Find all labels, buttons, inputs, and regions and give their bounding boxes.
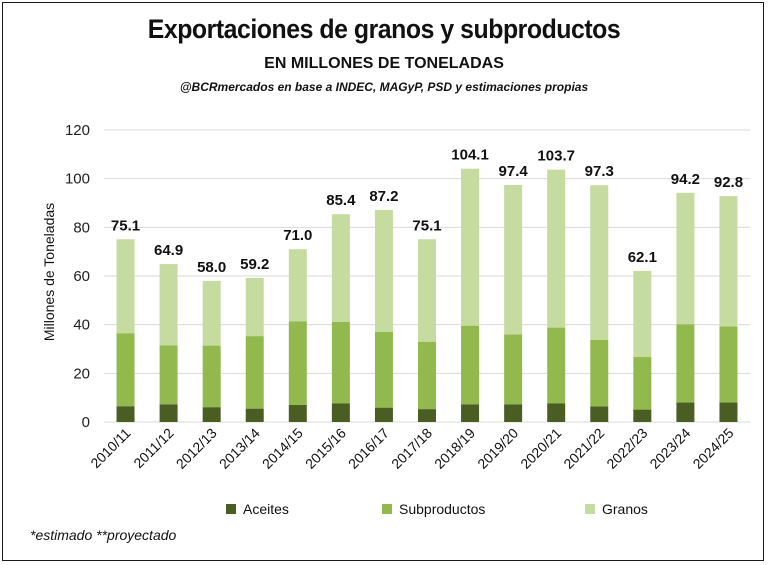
data-label-total: 71.0 bbox=[283, 227, 312, 244]
bar-subproductos-2022-23 bbox=[633, 357, 652, 410]
bar-aceites-2016-17 bbox=[374, 407, 393, 422]
bar-aceites-2018-19 bbox=[461, 404, 480, 422]
bar-aceites-2012-13 bbox=[202, 407, 221, 422]
legend-item-aceites: Aceites bbox=[226, 501, 289, 517]
bar-aceites-2013-14 bbox=[245, 408, 264, 422]
footnote: *estimado **proyectado bbox=[30, 527, 177, 543]
data-label-total: 97.4 bbox=[499, 163, 529, 180]
bar-subproductos-2017-18 bbox=[418, 341, 436, 410]
x-tick-label: 2018/19 bbox=[431, 425, 478, 472]
data-label-total: 75.1 bbox=[412, 217, 441, 234]
bar-subproductos-2019-20 bbox=[504, 334, 523, 405]
data-label-total: 58.0 bbox=[197, 259, 226, 276]
bar-subproductos-2013-14 bbox=[245, 336, 264, 409]
legend-swatch-aceites bbox=[226, 504, 236, 514]
x-tick-label: 2014/15 bbox=[259, 425, 306, 472]
bar-granos-2023-24 bbox=[676, 192, 695, 325]
legend-item-subproductos: Subproductos bbox=[382, 501, 485, 517]
bar-subproductos-2015-16 bbox=[331, 321, 350, 404]
bar-granos-2013-14 bbox=[245, 277, 264, 337]
bar-subproductos-2011-12 bbox=[159, 345, 178, 405]
x-tick-label: 2024/25 bbox=[689, 425, 736, 472]
bar-granos-2021-22 bbox=[590, 185, 609, 340]
bar-granos-2010-11 bbox=[116, 239, 135, 334]
stacked-bar-chart: 0 20 40 60 80 100 120 Millones de Toneladas 75.1… bbox=[41, 122, 750, 472]
data-label-total: 97.3 bbox=[585, 163, 614, 180]
y-tick-label: 20 bbox=[73, 365, 90, 382]
x-tick-label: 2017/18 bbox=[388, 425, 435, 472]
x-tick-label: 2010/11 bbox=[87, 425, 134, 472]
x-tick-label: 2021/22 bbox=[560, 425, 607, 472]
bar-aceites-2011-12 bbox=[159, 404, 178, 422]
x-tick-label: 2011/12 bbox=[130, 425, 177, 472]
bar-subproductos-2012-13 bbox=[202, 345, 221, 408]
bar-aceites-2010-11 bbox=[116, 406, 135, 422]
y-tick-label: 120 bbox=[65, 122, 90, 139]
legend-label-subproductos: Subproductos bbox=[399, 501, 486, 517]
data-label-total: 64.9 bbox=[154, 242, 183, 259]
bar-subproductos-2024-25 bbox=[719, 326, 738, 403]
legend-label-aceites: Aceites bbox=[243, 501, 289, 517]
y-tick-label: 40 bbox=[73, 317, 90, 334]
bar-granos-2012-13 bbox=[202, 280, 221, 346]
legend-swatch-subproductos bbox=[382, 504, 392, 514]
bar-aceites-2015-16 bbox=[331, 403, 350, 422]
bar-granos-2014-15 bbox=[288, 249, 307, 322]
bar-aceites-2019-20 bbox=[504, 404, 523, 422]
bar-aceites-2014-15 bbox=[288, 404, 307, 422]
x-tick-label: 2016/17 bbox=[345, 425, 392, 472]
bar-aceites-2022-23 bbox=[633, 409, 652, 422]
bar-aceites-2023-24 bbox=[676, 402, 695, 422]
legend-swatch-granos bbox=[585, 504, 595, 514]
legend-label-granos: Granos bbox=[602, 501, 648, 517]
bar-aceites-2020-21 bbox=[547, 403, 566, 422]
bar-granos-2020-21 bbox=[547, 169, 566, 328]
bar-granos-2022-23 bbox=[633, 270, 652, 358]
bar-aceites-2021-22 bbox=[590, 406, 609, 422]
bar-subproductos-2023-24 bbox=[676, 324, 695, 403]
bar-aceites-2017-18 bbox=[418, 409, 436, 422]
x-tick-label: 2012/13 bbox=[173, 425, 220, 472]
bar-subproductos-2020-21 bbox=[547, 327, 566, 404]
bar-subproductos-2021-22 bbox=[590, 339, 609, 407]
bar-subproductos-2014-15 bbox=[288, 321, 307, 405]
bar-granos-2024-25 bbox=[719, 196, 738, 327]
data-label-total: 59.2 bbox=[240, 256, 269, 273]
y-tick-label: 60 bbox=[73, 268, 90, 285]
y-axis-label: Millones de Toneladas bbox=[41, 203, 57, 341]
x-tick-label: 2015/16 bbox=[302, 425, 349, 472]
bar-granos-2016-17 bbox=[374, 209, 393, 332]
bar-granos-2017-18 bbox=[418, 239, 436, 342]
x-tick-label: 2023/24 bbox=[646, 425, 693, 472]
data-label-total: 92.8 bbox=[714, 174, 743, 191]
data-label-total: 104.1 bbox=[451, 147, 489, 164]
y-tick-label: 0 bbox=[82, 414, 90, 431]
y-tick-label: 80 bbox=[73, 219, 90, 236]
data-label-total: 87.2 bbox=[369, 188, 398, 205]
bar-subproductos-2018-19 bbox=[461, 325, 480, 405]
data-label-total: 62.1 bbox=[628, 249, 657, 266]
chart-legend: Aceites Subproductos Granos bbox=[0, 501, 768, 521]
data-label-total: 75.1 bbox=[111, 217, 140, 234]
chart-subtitle: EN MILLONES DE TONELADAS bbox=[264, 55, 504, 72]
data-label-total: 94.2 bbox=[671, 171, 700, 188]
bar-aceites-2024-25 bbox=[719, 402, 738, 422]
legend-item-granos: Granos bbox=[585, 501, 648, 517]
x-tick-label: 2022/23 bbox=[603, 425, 650, 472]
bar-subproductos-2010-11 bbox=[116, 333, 135, 407]
bar-granos-2015-16 bbox=[331, 214, 350, 322]
x-tick-label: 2020/21 bbox=[517, 425, 564, 472]
chart-source: @BCRmercados en base a INDEC, MAGyP, PSD… bbox=[179, 80, 589, 94]
data-label-total: 103.7 bbox=[537, 148, 575, 165]
x-tick-label: 2013/14 bbox=[216, 425, 263, 472]
y-tick-label: 100 bbox=[65, 171, 90, 188]
chart-title: Exportaciones de granos y subproductos bbox=[147, 14, 621, 44]
data-label-total: 85.4 bbox=[326, 192, 356, 209]
x-tick-label: 2019/20 bbox=[474, 425, 521, 472]
bar-granos-2018-19 bbox=[461, 168, 480, 326]
bar-granos-2019-20 bbox=[504, 184, 523, 335]
bar-subproductos-2016-17 bbox=[374, 331, 393, 408]
bar-granos-2011-12 bbox=[159, 264, 178, 346]
